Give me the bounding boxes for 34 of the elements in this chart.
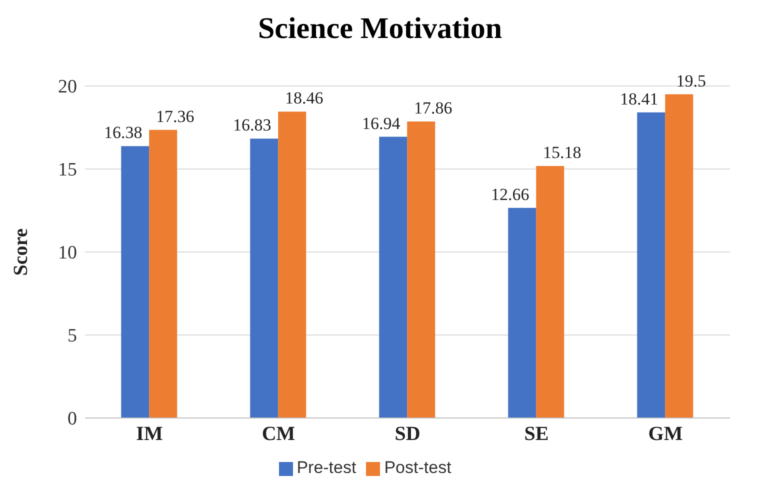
bar xyxy=(508,208,536,418)
data-label: 12.66 xyxy=(490,184,530,204)
chart-title: Science Motivation xyxy=(256,12,504,47)
y-axis-title: Score xyxy=(10,228,32,276)
data-label: 18.41 xyxy=(620,89,658,108)
data-label: 19.5 xyxy=(676,71,706,90)
y-tick-label: 0 xyxy=(68,408,77,430)
x-tick-label: IM xyxy=(136,423,163,446)
y-tick-label: 15 xyxy=(58,160,77,181)
bar xyxy=(665,94,694,418)
data-label: 15.18 xyxy=(542,143,582,162)
bar xyxy=(379,136,408,418)
legend-label: Pre-test xyxy=(296,458,356,477)
y-tick-label: 20 xyxy=(58,76,77,98)
bar xyxy=(407,122,436,418)
data-label: 18.46 xyxy=(284,88,324,108)
data-label: 17.36 xyxy=(156,106,194,126)
data-label: 16.94 xyxy=(362,114,401,133)
bar xyxy=(278,112,306,418)
x-tick-label: GM xyxy=(648,423,683,446)
data-label: 16.83 xyxy=(232,116,272,135)
x-tick-label: CM xyxy=(262,423,296,446)
bar xyxy=(250,138,278,418)
y-tick-label: 10 xyxy=(58,242,77,264)
y-tick-label: 5 xyxy=(68,326,77,347)
data-label: 16.38 xyxy=(104,123,142,142)
bar xyxy=(637,112,666,418)
data-label: 17.86 xyxy=(414,98,452,118)
bar xyxy=(149,130,178,418)
bar xyxy=(121,146,150,418)
bar xyxy=(536,166,564,418)
x-tick-label: SD xyxy=(394,423,420,446)
x-tick-label: SE xyxy=(524,423,549,446)
legend-label: Post-test xyxy=(384,458,452,477)
